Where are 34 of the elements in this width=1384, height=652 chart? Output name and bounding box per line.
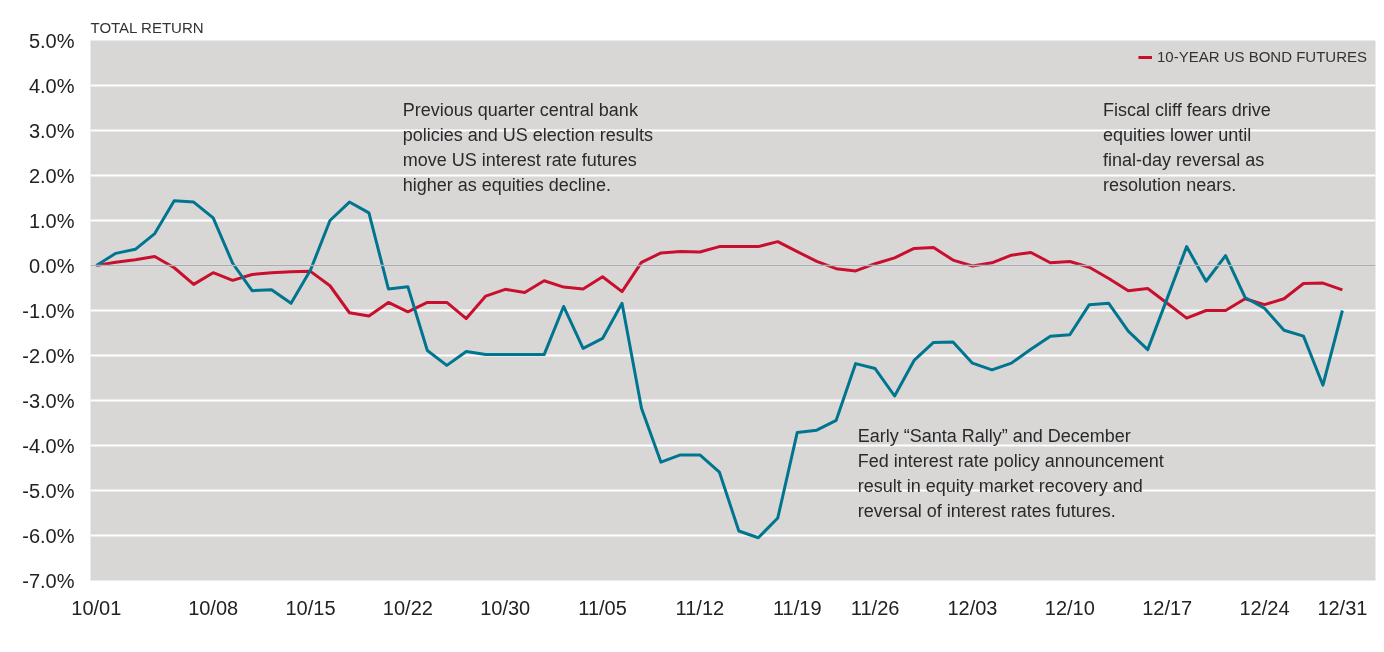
y-tick-label: 3.0% [28,119,75,142]
y-tick-label: -1.0% [22,299,75,322]
x-tick-label: 10/01 [71,596,122,619]
x-tick-label: 12/03 [947,596,998,619]
x-tick-label: 10/22 [382,596,433,619]
y-tick-label: -3.0% [22,389,75,412]
y-tick-label: -5.0% [22,479,75,502]
y-tick-label: -4.0% [22,434,75,457]
x-tick-label: 12/10 [1044,596,1095,619]
y-tick-label: 2.0% [28,164,75,187]
x-tick-label: 12/17 [1142,596,1193,619]
x-tick-label: 10/15 [285,596,336,619]
annotation: Early “Santa Rally” and December Fed interest rate policy announcement result in equity market recovery and reversal of interest rates futures. [857,425,1164,521]
annotation: Previous quarter central bank policies and US election results move US interest rate futures higher as equities decline. [402,99,653,195]
x-tick-label: 11/05 [578,596,627,619]
x-tick-label: 11/26 [850,596,900,619]
y-tick-label: -6.0% [22,524,75,547]
y-tick-label: 5.0% [28,29,75,52]
y-tick-label: 0.0% [28,254,75,277]
chart-title: TOTAL RETURN [90,18,204,36]
x-tick-label: 10/08 [188,596,239,619]
x-tick-label: 11/19 [772,596,822,619]
y-tick-label: 1.0% [28,209,75,232]
x-tick-label: 11/12 [675,596,725,619]
line-series [94,240,1344,321]
y-tick-label: 4.0% [28,74,75,97]
x-tick-label: 10/30 [480,596,531,619]
y-tick-label: -7.0% [22,569,75,592]
line-series [94,199,1344,540]
x-tick-label: 12/31 [1317,596,1368,619]
y-tick-label: -2.0% [22,344,75,367]
x-tick-label: 12/24 [1239,596,1290,619]
legend-label: 10-YEAR US BOND FUTURES [1156,48,1367,65]
annotation: Fiscal cliff fears drive equities lower until final-day reversal as resolution nears. [1103,99,1271,195]
